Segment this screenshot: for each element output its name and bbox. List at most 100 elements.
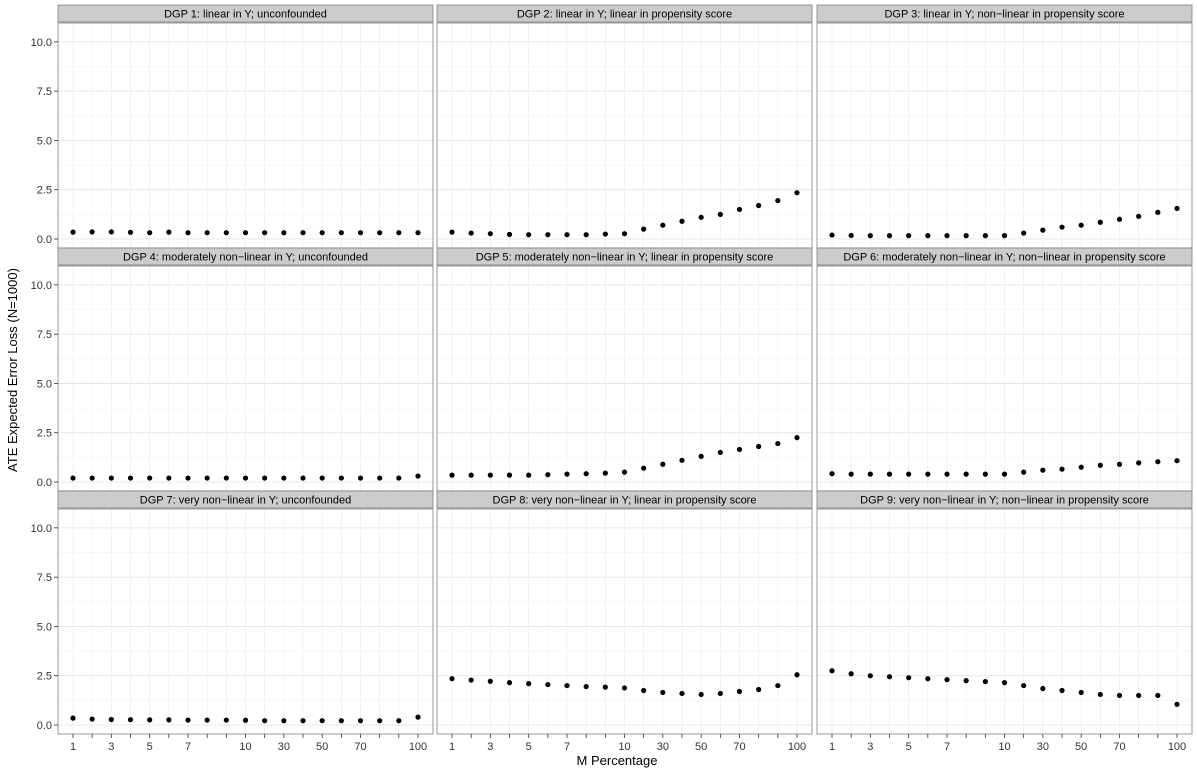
data-point <box>982 679 988 685</box>
data-point <box>1097 462 1103 468</box>
x-tick-label: 1 <box>70 741 76 753</box>
x-tick-label: 5 <box>526 741 532 753</box>
data-point <box>89 716 95 722</box>
data-point <box>641 226 647 232</box>
facet-panel: DGP 9: very non−linear in Y; non−linear … <box>816 490 1193 753</box>
data-point <box>1116 216 1123 222</box>
facet-strip <box>816 490 1193 509</box>
data-point <box>1040 227 1046 233</box>
y-tick-label: 5.0 <box>37 621 52 633</box>
data-point <box>338 230 344 236</box>
data-point <box>583 232 589 238</box>
data-point <box>1174 458 1180 464</box>
data-point <box>185 230 191 236</box>
data-point <box>794 190 800 196</box>
data-point <box>223 230 229 236</box>
data-point <box>1174 205 1180 212</box>
data-point <box>377 475 383 481</box>
data-point <box>449 229 455 235</box>
data-point <box>1001 471 1008 477</box>
x-tick-label: 10 <box>998 741 1010 753</box>
facet-title: DGP 7: very non−linear in Y; unconfounde… <box>140 495 351 507</box>
data-point <box>848 232 854 239</box>
data-point <box>1155 459 1161 465</box>
data-point <box>526 681 532 687</box>
data-point <box>944 471 950 477</box>
facet-strip <box>57 490 434 509</box>
data-point <box>204 475 210 481</box>
x-tick-label: 30 <box>1037 741 1049 753</box>
data-point <box>1059 224 1065 230</box>
data-point <box>756 686 762 693</box>
data-point <box>736 688 743 695</box>
data-point <box>300 718 306 724</box>
data-point <box>223 717 229 723</box>
data-point <box>867 673 873 679</box>
data-point <box>756 202 762 209</box>
data-point <box>1097 219 1103 225</box>
data-point <box>1097 691 1103 698</box>
data-point <box>357 475 364 481</box>
data-point <box>147 475 153 481</box>
data-point <box>679 690 685 697</box>
data-point <box>944 677 950 683</box>
data-point <box>848 671 854 677</box>
data-point <box>449 472 455 478</box>
y-tick-label: 10.0 <box>31 523 52 535</box>
facet-title: DGP 5: moderately non−linear in Y; linea… <box>476 252 774 264</box>
data-point <box>1040 685 1046 692</box>
data-point <box>717 449 723 456</box>
data-point <box>736 446 743 453</box>
data-point <box>338 718 344 724</box>
x-tick-label: 50 <box>316 741 328 753</box>
y-tick-label: 5.0 <box>37 378 52 390</box>
data-point <box>1059 687 1065 694</box>
data-point <box>281 718 287 724</box>
data-point <box>281 230 287 236</box>
data-point <box>1116 461 1123 467</box>
facet-strip <box>436 490 813 509</box>
x-tick-label: 30 <box>657 741 669 753</box>
data-point <box>564 682 570 689</box>
data-point <box>204 717 210 723</box>
data-point <box>377 230 383 236</box>
facet-panel: DGP 4: moderately non−linear in Y; uncon… <box>31 247 434 492</box>
facet-panel: DGP 6: moderately non−linear in Y; non−l… <box>816 247 1193 492</box>
data-point <box>545 472 551 478</box>
data-point <box>660 689 666 696</box>
data-point <box>1155 692 1161 699</box>
data-point <box>925 233 931 239</box>
data-point <box>1001 233 1008 239</box>
x-tick-label: 1 <box>829 741 835 753</box>
data-point <box>545 681 551 688</box>
data-point <box>775 197 781 204</box>
facet-panel: DGP 5: moderately non−linear in Y; linea… <box>436 247 813 492</box>
data-point <box>756 443 762 450</box>
data-point <box>70 229 76 235</box>
x-tick-label: 7 <box>564 741 570 753</box>
facet-strip <box>816 247 1193 266</box>
y-tick-label: 7.5 <box>37 329 52 341</box>
data-point <box>415 714 421 720</box>
x-tick-label: 100 <box>788 741 806 753</box>
data-point <box>829 668 835 674</box>
data-point <box>526 472 532 478</box>
facet-title: DGP 8: very non−linear in Y; linear in p… <box>493 495 757 507</box>
x-tick-label: 5 <box>147 741 153 753</box>
data-point <box>396 475 402 481</box>
y-tick-label: 7.5 <box>37 86 52 98</box>
facet-panel: DGP 8: very non−linear in Y; linear in p… <box>436 490 813 753</box>
data-point <box>1040 467 1046 473</box>
data-point <box>1021 230 1027 236</box>
data-point <box>262 718 268 724</box>
data-point <box>925 676 931 682</box>
data-point <box>338 475 344 481</box>
data-point <box>1078 689 1084 696</box>
data-point <box>319 475 325 481</box>
data-point <box>108 229 114 235</box>
y-tick-label: 0.0 <box>37 234 52 246</box>
data-point <box>1059 466 1065 472</box>
data-point <box>223 475 229 481</box>
data-point <box>89 229 95 235</box>
data-point <box>867 471 873 477</box>
